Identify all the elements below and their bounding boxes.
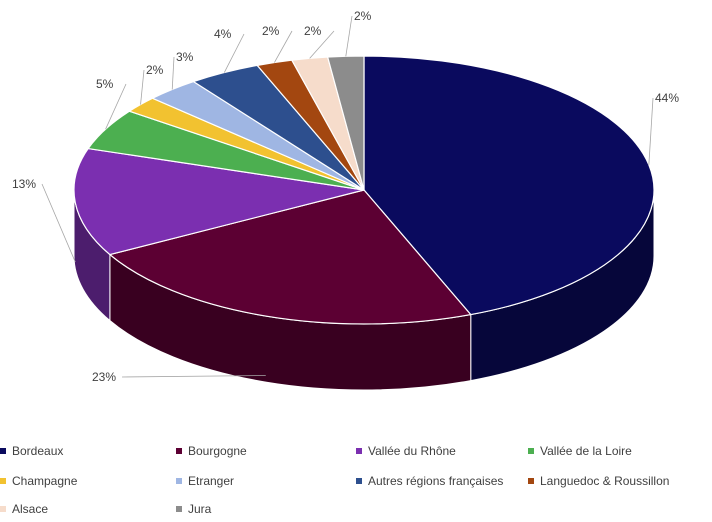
legend-item: Jura bbox=[176, 502, 211, 516]
legend-item: Vallée de la Loire bbox=[528, 444, 632, 458]
data-label-3: 13% bbox=[12, 177, 36, 191]
legend-item: Bordeaux bbox=[0, 444, 63, 458]
legend-swatch bbox=[176, 506, 182, 512]
data-label-8: 2% bbox=[262, 24, 280, 38]
legend-item: Vallée du Rhône bbox=[356, 444, 456, 458]
leader-line-5 bbox=[140, 69, 145, 105]
data-label-9: 2% bbox=[304, 24, 322, 38]
data-label-6: 3% bbox=[176, 50, 194, 64]
pie-side-walls bbox=[73, 189, 655, 391]
legend-label: Bourgogne bbox=[188, 444, 247, 458]
legend-label: Jura bbox=[188, 502, 212, 516]
legend-item: Champagne bbox=[0, 474, 77, 488]
data-label-1: 44% bbox=[655, 91, 679, 105]
pie-slice-10 bbox=[326, 55, 365, 191]
legend-swatch bbox=[528, 478, 534, 484]
data-label-7: 4% bbox=[214, 27, 232, 41]
legend-item: Bourgogne bbox=[176, 444, 247, 458]
pie-slice-2 bbox=[108, 189, 472, 325]
legend-swatch bbox=[176, 448, 182, 454]
leader-line-3 bbox=[41, 183, 76, 263]
legend-swatch bbox=[0, 448, 6, 454]
legend-swatch bbox=[356, 448, 362, 454]
legend-swatch bbox=[176, 478, 182, 484]
legend-swatch bbox=[528, 448, 534, 454]
legend-item: Autres régions françaises bbox=[356, 474, 503, 488]
data-label-5: 2% bbox=[146, 63, 164, 77]
legend-item: Etranger bbox=[176, 474, 234, 488]
legend-label: Vallée du Rhône bbox=[368, 444, 456, 458]
pie-slice-1 bbox=[363, 55, 655, 316]
legend-item: Alsace bbox=[0, 502, 48, 516]
legend-label: Champagne bbox=[12, 474, 78, 488]
legend-item: Languedoc & Roussillon bbox=[528, 474, 669, 488]
leader-line-10 bbox=[345, 15, 353, 57]
data-label-10: 2% bbox=[354, 9, 372, 23]
pie-data-labels: 44% 23% 13% 5% 2% 3% 4% 2% 2% 2% bbox=[12, 9, 679, 384]
legend-label: Etranger bbox=[188, 474, 235, 488]
leader-line-7 bbox=[223, 33, 245, 73]
chart-legend: Bordeaux Bourgogne Vallée du Rhône Vallée d… bbox=[0, 438, 712, 522]
leader-line-8 bbox=[274, 30, 293, 63]
leader-line-1 bbox=[648, 97, 654, 165]
pie-slice-3 bbox=[73, 147, 365, 256]
pie-slices bbox=[73, 55, 655, 325]
data-label-2: 23% bbox=[92, 370, 116, 384]
legend-label: Alsace bbox=[12, 502, 49, 516]
leader-line-9 bbox=[309, 30, 335, 59]
legend-label: Vallée de la Loire bbox=[540, 444, 632, 458]
data-label-4: 5% bbox=[96, 77, 114, 91]
legend-label: Bordeaux bbox=[12, 444, 64, 458]
legend-swatch bbox=[0, 478, 6, 484]
leader-line-2 bbox=[121, 375, 266, 378]
leader-line-6 bbox=[171, 56, 175, 90]
legend-swatch bbox=[0, 506, 6, 512]
leader-line-4 bbox=[105, 83, 127, 130]
legend-label: Languedoc & Roussillon bbox=[540, 474, 670, 488]
pie-chart-plot: 44% 23% 13% 5% 2% 3% 4% 2% 2% 2% bbox=[12, 9, 679, 391]
legend-swatch bbox=[356, 478, 362, 484]
legend-label: Autres régions françaises bbox=[368, 474, 504, 488]
